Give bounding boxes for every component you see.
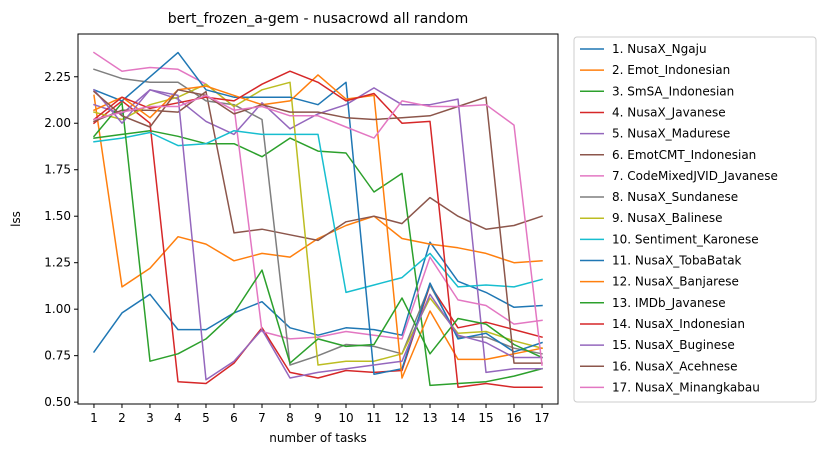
- x-axis-title: number of tasks: [269, 431, 367, 445]
- legend-label: 11. NusaX_TobaBatak: [612, 254, 742, 268]
- series-line-13: [92, 102, 543, 364]
- x-tick-label: 15: [478, 411, 493, 425]
- x-tick-label: 12: [394, 411, 409, 425]
- series-line-1: [92, 241, 543, 353]
- series-line-12: [93, 74, 543, 379]
- x-tick-label: 7: [258, 411, 266, 425]
- legend-label: 14. NusaX_Indonesian: [612, 317, 745, 331]
- legend-label: 15. NusaX_Buginese: [612, 338, 735, 352]
- legend-label: 9. NusaX_Balinese: [612, 211, 723, 225]
- x-tick-label: 4: [174, 411, 182, 425]
- legend-label: 4. NusaX_Javanese: [612, 105, 726, 119]
- x-tick-label: 1: [90, 411, 98, 425]
- x-tick-label: 2: [118, 411, 126, 425]
- legend-label: 17. NusaX_Minangkabau: [612, 380, 760, 394]
- legend-label: 12. NusaX_Banjarese: [612, 275, 739, 289]
- series-line-5: [93, 87, 543, 374]
- y-tick-label: 0.75: [44, 349, 71, 363]
- series-line-10: [93, 129, 543, 294]
- x-tick-label: 10: [338, 411, 353, 425]
- series-line-6: [93, 90, 543, 242]
- series-line-16: [92, 89, 543, 364]
- x-tick-label: 11: [366, 411, 381, 425]
- legend-label: 1. NusaX_Ngaju: [612, 42, 707, 56]
- legend-label: 3. SmSA_Indonesian: [612, 84, 734, 98]
- y-tick-label: 1.00: [44, 302, 71, 316]
- x-tick-label: 6: [230, 411, 238, 425]
- y-tick-label: 2.00: [44, 116, 71, 130]
- series-group: [92, 51, 543, 389]
- plot-area: 1 2 3 4 5 6 7 8 9 10 11 12 13 14 15 16 17 0.500.751.001.…: [44, 33, 559, 425]
- legend-label: 2. Emot_Indonesian: [612, 63, 730, 77]
- legend-label: 7. CodeMixedJVID_Javanese: [612, 169, 778, 183]
- plot-frame: [77, 33, 559, 405]
- chart-title: bert_frozen_a-gem - nusacrowd all random: [168, 11, 468, 27]
- x-tick-label: 9: [314, 411, 322, 425]
- series-line-17: [93, 94, 543, 366]
- series-line-3: [93, 129, 543, 387]
- legend-items: 1. NusaX_Ngaju 2. Emot_Indonesian 3. SmSA_…: [580, 42, 778, 394]
- legend-label: 5. NusaX_Madurese: [612, 127, 730, 141]
- x-tick-label: 16: [506, 411, 521, 425]
- y-axis-title: lss: [9, 211, 23, 227]
- y-tick-label: 1.50: [44, 209, 71, 223]
- legend-frame: [573, 36, 817, 403]
- series-line-4: [92, 100, 543, 385]
- legend-label: 10. Sentiment_Karonese: [612, 232, 759, 246]
- series-line-2: [93, 94, 543, 288]
- x-tick-label: 5: [202, 411, 210, 425]
- x-tick-label: 3: [146, 411, 154, 425]
- x-tick-label: 8: [286, 411, 294, 425]
- y-axis-ticks: 0.50 0.75 1.00 1.25 1.50 1.75 2.00 2.25: [44, 70, 78, 409]
- legend-label: 6. EmotCMT_Indonesian: [612, 148, 756, 162]
- y-tick-label: 2.25: [44, 70, 71, 84]
- series-line-14: [92, 70, 543, 389]
- y-tick-label: 1.25: [44, 256, 71, 270]
- y-tick-label: 0.50: [44, 395, 71, 409]
- series-line-15: [92, 88, 543, 381]
- legend-label: 16. NusaX_Acehnese: [612, 359, 738, 373]
- legend-label: 13. IMDb_Javanese: [612, 296, 726, 310]
- legend-label: 8. NusaX_Sundanese: [612, 190, 738, 204]
- y-tick-label: 1.75: [44, 163, 71, 177]
- legend: 1. NusaX_Ngaju 2. Emot_Indonesian 3. SmSA_…: [573, 36, 817, 403]
- x-tick-label: 17: [534, 411, 549, 425]
- x-axis-ticks: 1 2 3 4 5 6 7 8 9 10 11 12 13 14 15 16 17: [90, 404, 550, 425]
- x-tick-label: 14: [450, 411, 465, 425]
- x-tick-label: 13: [422, 411, 437, 425]
- series-line-7: [92, 51, 543, 340]
